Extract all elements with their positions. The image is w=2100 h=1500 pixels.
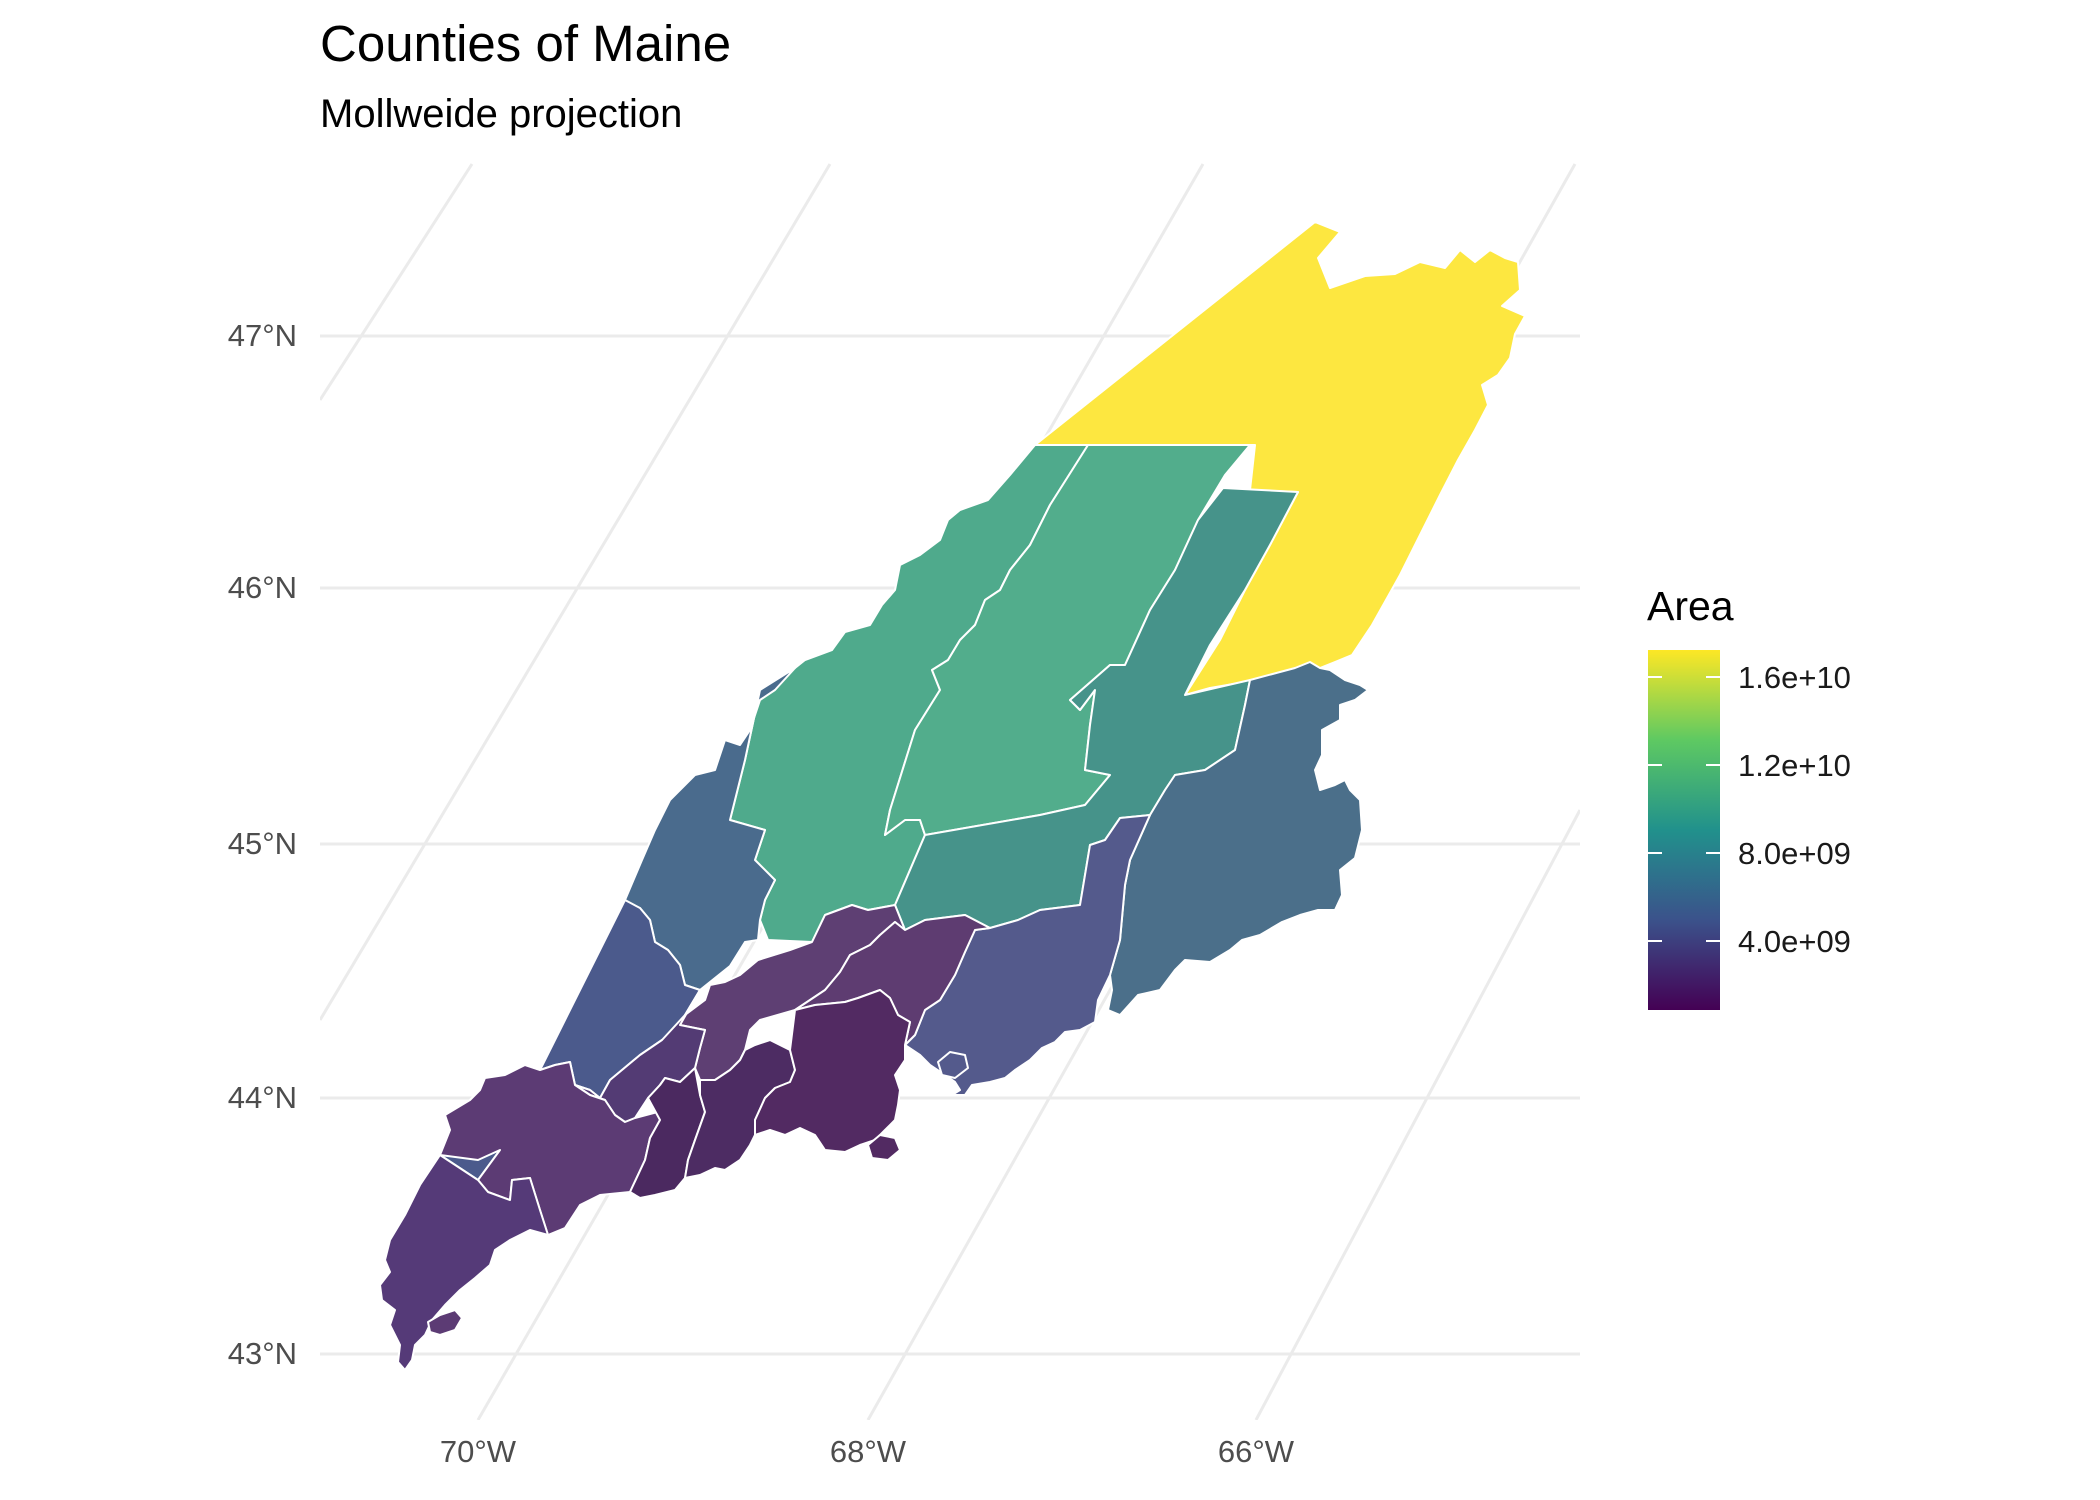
lat-label-47: 47°N bbox=[228, 318, 297, 353]
legend-label-1-6e10: 1.6e+10 bbox=[1738, 660, 1851, 695]
lat-label-45: 45°N bbox=[228, 826, 297, 861]
county-york[interactable] bbox=[379, 1154, 549, 1371]
island-vinalhaven[interactable] bbox=[867, 1134, 901, 1161]
county-polygons bbox=[379, 221, 1526, 1371]
island-mount-desert[interactable] bbox=[937, 1051, 969, 1079]
legend-label-8-0e09: 8.0e+09 bbox=[1738, 836, 1851, 871]
lat-label-46: 46°N bbox=[228, 570, 297, 605]
legend-label-4-0e09: 4.0e+09 bbox=[1738, 924, 1851, 959]
legend-colorbar bbox=[1648, 650, 1720, 1010]
meridian-71 bbox=[320, 163, 832, 1021]
map-title: Counties of Maine bbox=[320, 15, 732, 72]
legend-title: Area bbox=[1647, 583, 1734, 629]
county-knox[interactable] bbox=[754, 989, 911, 1153]
lon-label-70: 70°W bbox=[440, 1434, 517, 1469]
lon-label-68: 68°W bbox=[830, 1434, 907, 1469]
map-subtitle: Mollweide projection bbox=[320, 92, 683, 136]
island-casco-bay[interactable] bbox=[427, 1309, 463, 1336]
latitude-axis: 47°N 46°N 45°N 44°N 43°N bbox=[228, 318, 297, 1371]
meridian-72 bbox=[320, 163, 474, 401]
lat-label-43: 43°N bbox=[228, 1336, 297, 1371]
longitude-axis: 70°W 68°W 66°W bbox=[440, 1434, 1295, 1469]
county-aroostook[interactable] bbox=[1034, 221, 1526, 696]
meridian-66 bbox=[1254, 809, 1580, 1420]
lon-label-66: 66°W bbox=[1218, 1434, 1295, 1469]
lat-label-44: 44°N bbox=[228, 1080, 297, 1115]
legend-ticks bbox=[1648, 676, 1720, 942]
legend-label-1-2e10: 1.2e+10 bbox=[1738, 748, 1851, 783]
legend-gradient-bar bbox=[1648, 650, 1720, 1010]
